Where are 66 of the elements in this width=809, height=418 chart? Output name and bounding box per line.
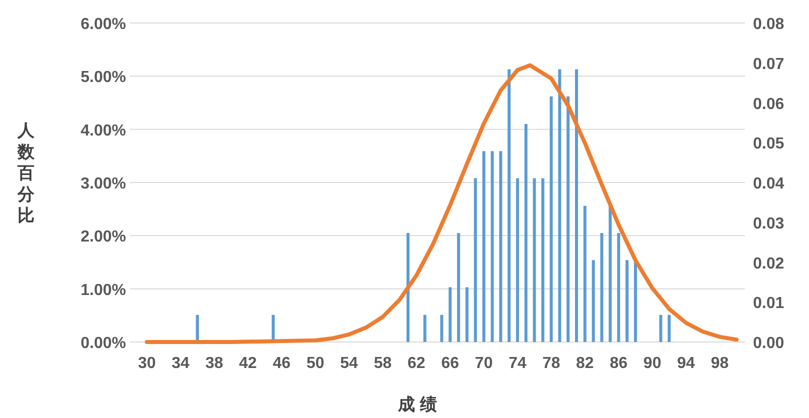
bar: [608, 206, 612, 342]
y2-tick-label: 0.08: [753, 16, 784, 33]
x-tick-label: 86: [610, 355, 628, 372]
bar: [550, 96, 553, 342]
y2-tick-label: 0.00: [753, 335, 784, 352]
y-tick-label: 0.00%: [80, 335, 126, 352]
y2-tick-label: 0.03: [753, 215, 784, 232]
x-tick-label: 78: [542, 355, 560, 372]
bar: [474, 178, 477, 342]
bar: [465, 287, 468, 342]
x-tick-label: 30: [138, 355, 156, 372]
bar: [516, 178, 520, 342]
bar: [490, 151, 494, 342]
y2-tick-label: 0.02: [753, 255, 784, 272]
bar: [532, 178, 536, 342]
bar: [541, 178, 544, 342]
y-axis-title: 人数百分比: [16, 121, 36, 225]
bar: [659, 314, 662, 342]
bar: [626, 260, 629, 342]
x-tick-label: 82: [576, 355, 594, 372]
x-tick-label: 90: [643, 355, 662, 372]
bar: [499, 151, 502, 342]
y-tick-label: 3.00%: [80, 176, 126, 192]
x-tick-label: 74: [508, 355, 527, 372]
line-series: [144, 63, 739, 344]
bar: [575, 69, 578, 342]
bar: [558, 69, 562, 342]
y-tick-label: 5.00%: [80, 69, 126, 86]
y-tick-label: 6.00%: [80, 16, 126, 33]
x-tick-label: 58: [374, 355, 392, 372]
bar: [482, 151, 486, 342]
bar: [600, 233, 604, 342]
bar: [440, 314, 444, 342]
bar: [668, 314, 671, 342]
x-tick-label: 50: [306, 355, 324, 372]
y-tick-label: 4.00%: [80, 122, 126, 140]
bar: [423, 314, 426, 342]
bar: [634, 260, 637, 342]
bar: [566, 96, 570, 342]
bar: [617, 233, 620, 342]
y2-tick-label: 0.07: [753, 56, 784, 73]
bar: [457, 233, 460, 342]
bar: [524, 124, 528, 342]
bar: [406, 233, 410, 342]
bar: [583, 206, 586, 342]
x-tick-label: 42: [239, 355, 257, 372]
x-tick-label: 98: [710, 355, 729, 372]
x-tick-label: 38: [205, 355, 224, 372]
x-tick-label: 54: [340, 355, 358, 372]
x-tick-label: 34: [172, 355, 190, 372]
y2-tick-label: 0.06: [753, 96, 784, 113]
y2-tick-label: 0.04: [753, 176, 784, 192]
bar: [592, 260, 595, 342]
bar: [196, 314, 199, 342]
x-tick-label: 66: [441, 355, 460, 372]
bar: [508, 69, 511, 342]
y-tick-label: 1.00%: [80, 282, 126, 299]
x-tick-label: 70: [474, 355, 493, 372]
y2-tick-label: 0.01: [753, 295, 784, 312]
y-tick-label: 2.00%: [80, 228, 126, 246]
y2-tick-label: 0.05: [753, 136, 784, 153]
x-tick-label: 94: [677, 355, 696, 372]
x-tick-label: 62: [408, 355, 426, 372]
x-tick-label: 46: [272, 355, 291, 372]
bar: [448, 287, 452, 342]
x-axis-title: 成 绩: [397, 395, 437, 414]
